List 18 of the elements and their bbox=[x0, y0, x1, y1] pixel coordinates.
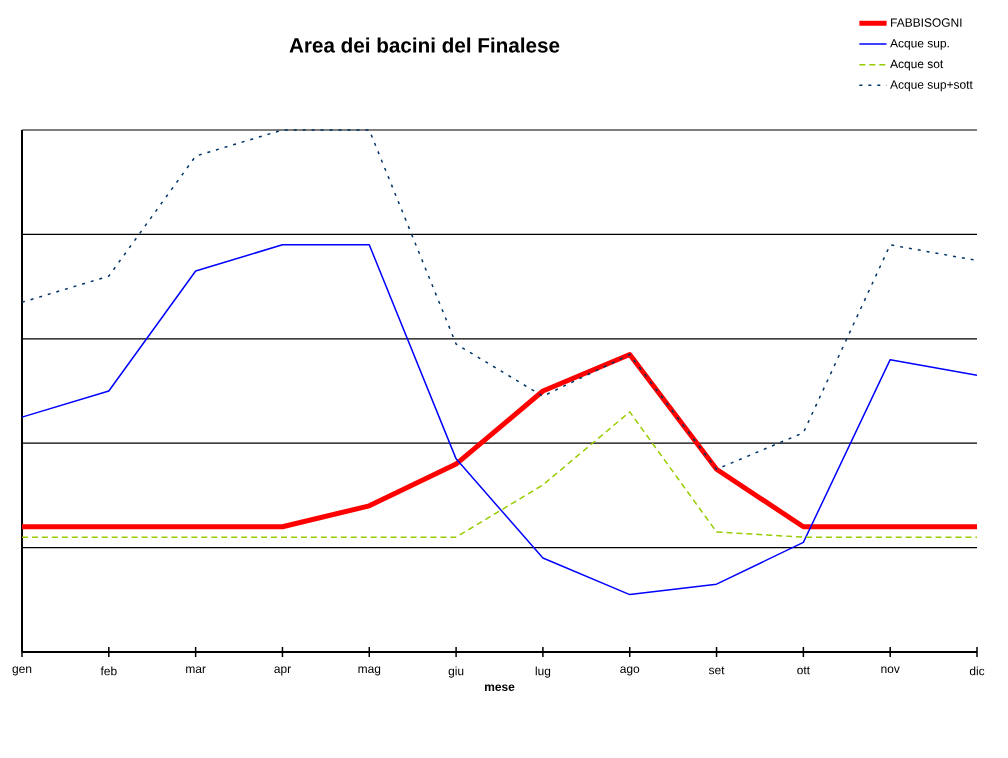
legend-label: Acque sup. bbox=[890, 39, 949, 50]
chart-title: Area dei bacini del Finalese bbox=[289, 37, 560, 53]
legend-label: FABBISOGNI bbox=[891, 18, 962, 27]
x-tick-label: dic bbox=[969, 666, 985, 676]
x-tick-label: ott bbox=[797, 666, 810, 675]
x-tick-label: set bbox=[708, 666, 725, 675]
legend-label: Acque sup+sott bbox=[890, 80, 973, 92]
x-tick-label: lug bbox=[535, 666, 551, 678]
x-tick-label: gen bbox=[12, 666, 32, 676]
x-axis-title: mese bbox=[485, 684, 515, 692]
x-tick-label: ago bbox=[620, 666, 640, 676]
legend-label: Acque sot bbox=[890, 59, 944, 71]
x-tick-label: mag bbox=[358, 666, 381, 676]
x-tick-label: giu bbox=[448, 666, 464, 678]
x-tick-label: apr bbox=[274, 666, 291, 676]
x-tick-label: nov bbox=[881, 666, 900, 674]
x-tick-label: feb bbox=[100, 666, 117, 676]
x-tick-label: mar bbox=[186, 666, 206, 674]
